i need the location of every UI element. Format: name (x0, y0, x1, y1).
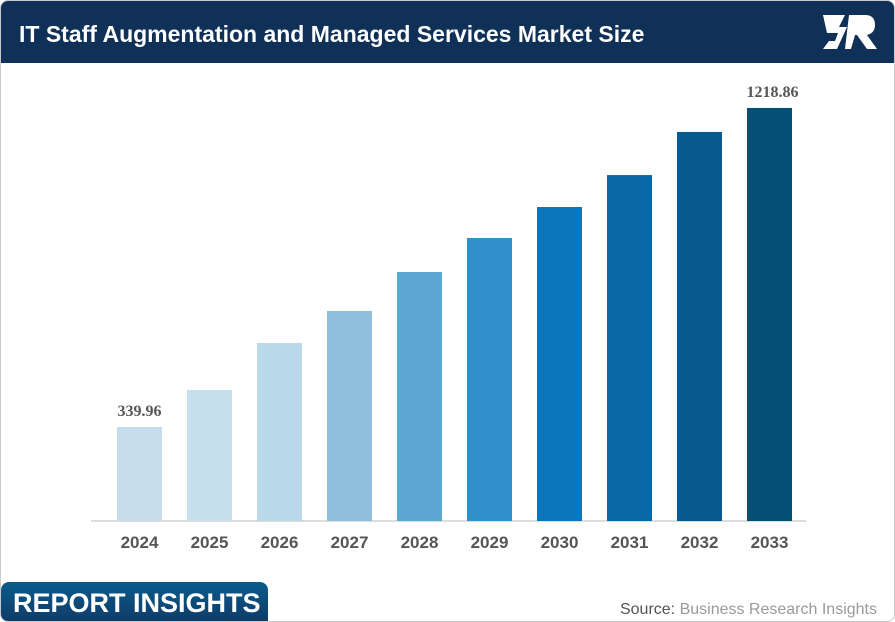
bar-2025 (187, 389, 232, 521)
x-tick-label: 2032 (681, 533, 719, 552)
bar-2024 (117, 426, 162, 521)
x-tick-label: 2031 (611, 533, 649, 552)
bar-2030 (537, 207, 582, 521)
x-tick-label: 2025 (191, 533, 229, 552)
bar-2033 (747, 107, 792, 521)
source-label: Source: (619, 601, 676, 618)
bar-2028 (397, 271, 442, 521)
x-tick-label: 2024 (121, 533, 159, 552)
data-label: 1218.86 (747, 84, 799, 101)
brand-logo-icon (823, 15, 877, 49)
x-tick-label: 2026 (261, 533, 299, 552)
x-tick-label: 2029 (471, 533, 509, 552)
bar-2032 (677, 131, 722, 521)
x-tick-label: 2027 (331, 533, 369, 552)
source-text: Source: Business Research Insights (620, 601, 877, 619)
x-tick-label: 2028 (401, 533, 439, 552)
data-label: 339.96 (118, 403, 162, 420)
x-tick-label: 2030 (541, 533, 579, 552)
header-bar: IT Staff Augmentation and Managed Servic… (1, 1, 894, 63)
x-tick-label: 2033 (751, 533, 789, 552)
chart-title: IT Staff Augmentation and Managed Servic… (19, 21, 645, 47)
bar-2031 (607, 175, 652, 521)
report-insights-badge: REPORT INSIGHTS (1, 582, 268, 621)
source-name: Business Research Insights (679, 601, 877, 618)
bar-2026 (257, 342, 302, 521)
bar-chart: 2024 339.96 2025 2026 2027 2028 2029 2030 2031 20… (91, 84, 806, 552)
bar-2027 (327, 310, 372, 521)
bar-2029 (467, 238, 512, 522)
